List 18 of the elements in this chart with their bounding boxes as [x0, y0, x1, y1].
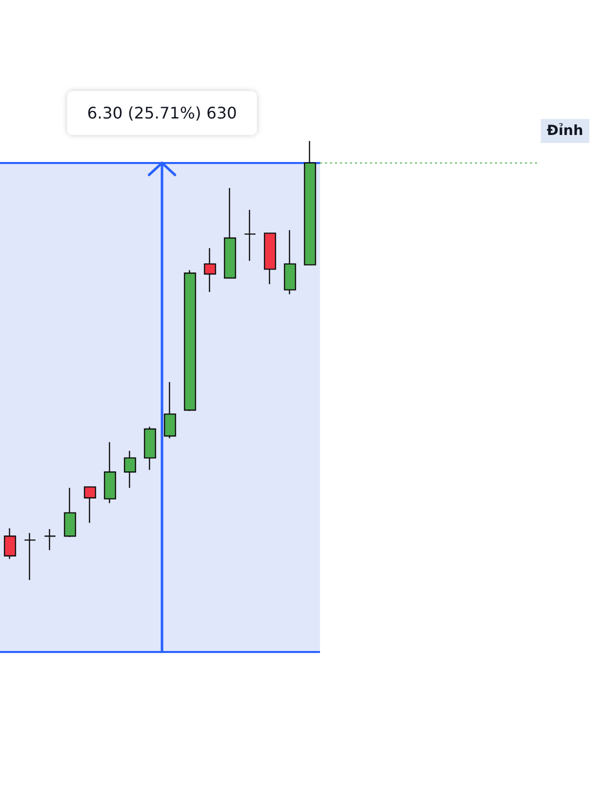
candlestick: [64, 487, 76, 538]
candlestick: [24, 532, 36, 581]
candlestick: [244, 209, 256, 262]
candlestick: [264, 232, 276, 285]
candlestick: [164, 381, 176, 439]
candlestick: [304, 140, 316, 266]
candlestick: [224, 187, 236, 279]
candlestick: [184, 269, 196, 412]
candlestick: [104, 442, 116, 504]
candlestick: [144, 426, 156, 470]
text: 6.30 (25.71%) 630: [87, 103, 237, 122]
candlestick: [284, 230, 296, 295]
candlestick: [204, 248, 216, 293]
candlestick: [84, 486, 96, 524]
candlestick: [124, 450, 136, 488]
candlestick: [4, 528, 16, 560]
ref-line-label: Đỉnh: [546, 122, 584, 139]
candlestick: [44, 528, 56, 551]
